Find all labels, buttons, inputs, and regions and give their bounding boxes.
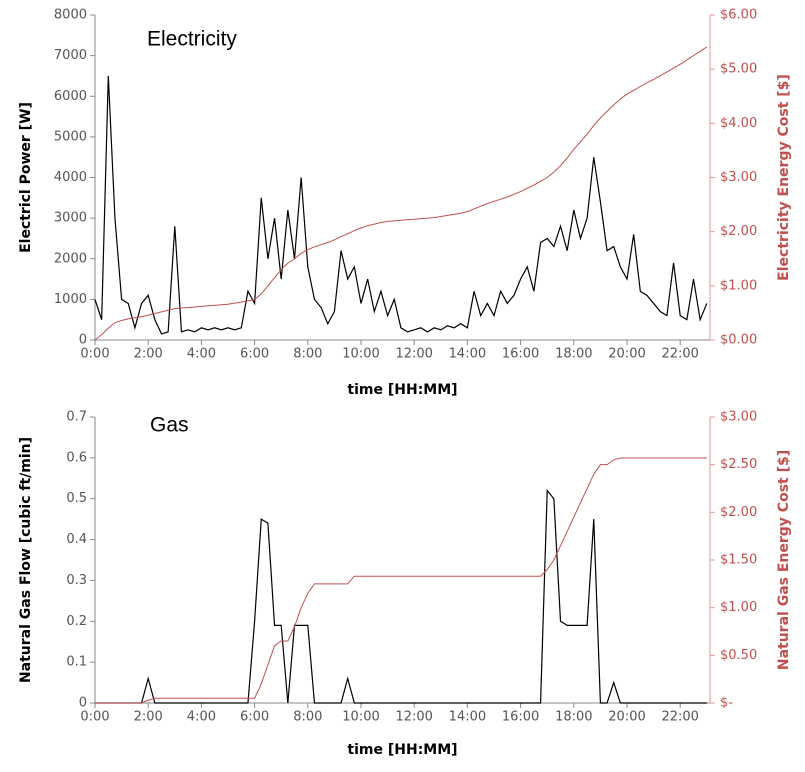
x-tick-label: 16:00	[502, 710, 539, 725]
data-line	[94, 75, 708, 335]
y2-tick-label: $2.50	[720, 457, 757, 472]
x-tick-label: 18:00	[555, 347, 592, 362]
x-tick-label: 6:00	[240, 710, 269, 725]
chart-title: Electricity	[147, 28, 237, 51]
y2-tick-label: $4.00	[720, 116, 757, 131]
x-tick-label: 18:00	[555, 710, 592, 725]
x-tick-label: 4:00	[187, 710, 216, 725]
x-tick-label: 20:00	[608, 710, 645, 725]
x-tick-label: 4:00	[187, 347, 216, 362]
x-tick-label: 2:00	[134, 347, 163, 362]
y-tick-label: 0.1	[66, 655, 87, 670]
x-tick-label: 12:00	[395, 710, 432, 725]
y-tick-label: 2000	[54, 251, 87, 266]
y-tick-label: 0.2	[66, 614, 87, 629]
y-tick-label: 0.7	[66, 410, 87, 425]
y2-tick-label: $1.00	[720, 600, 757, 615]
y-axis-label: Electricl Power [W]	[18, 102, 34, 253]
y-tick-label: 5000	[54, 129, 87, 144]
y2-tick-label: $0.00	[720, 333, 757, 348]
y2-tick-label: $1.00	[720, 278, 757, 293]
y-tick-label: 7000	[54, 48, 87, 63]
x-axis-label: time [HH:MM]	[347, 742, 457, 758]
x-tick-label: 8:00	[293, 347, 322, 362]
x-tick-label: 0:00	[80, 347, 109, 362]
y-axis-label: Natural Gas Flow [cubic ft/min]	[18, 437, 34, 683]
x-tick-label: 2:00	[134, 710, 163, 725]
y-tick-label: 0.4	[66, 532, 87, 547]
x-tick-label: 10:00	[342, 710, 379, 725]
y2-tick-label: $-	[720, 696, 733, 711]
y2-tick-label: $0.50	[720, 648, 757, 663]
chart-title: Gas	[150, 414, 189, 437]
data-line	[95, 488, 707, 704]
x-tick-label: 14:00	[449, 347, 486, 362]
x-tick-label: 22:00	[661, 710, 698, 725]
y-tick-label: 3000	[54, 211, 87, 226]
x-tick-label: 22:00	[661, 347, 698, 362]
y2-tick-label: $1.50	[720, 553, 757, 568]
y2-axis-label: Natural Gas Energy Cost [$]	[776, 450, 792, 670]
y-tick-label: 0.6	[66, 450, 87, 465]
x-tick-label: 16:00	[502, 347, 539, 362]
y-tick-label: 0.5	[66, 491, 87, 506]
y-tick-label: 0.3	[66, 573, 87, 588]
x-tick-label: 8:00	[293, 710, 322, 725]
y2-tick-label: $2.00	[720, 224, 757, 239]
y-tick-label: 0	[79, 696, 87, 711]
x-tick-label: 6:00	[240, 347, 269, 362]
y2-tick-label: $6.00	[720, 8, 757, 23]
y-tick-label: 0	[79, 333, 87, 348]
y2-tick-label: $3.00	[720, 410, 757, 425]
data-line	[95, 457, 707, 704]
y-tick-label: 1000	[54, 292, 87, 307]
x-tick-label: 20:00	[608, 347, 645, 362]
x-tick-label: 12:00	[395, 347, 432, 362]
y-tick-label: 8000	[54, 8, 87, 23]
x-tick-label: 0:00	[80, 710, 109, 725]
x-tick-label: 10:00	[342, 347, 379, 362]
y-tick-label: 4000	[54, 170, 87, 185]
y2-tick-label: $2.00	[720, 505, 757, 520]
y-tick-label: 6000	[54, 89, 87, 104]
data-line	[94, 46, 708, 341]
x-tick-label: 14:00	[449, 710, 486, 725]
y2-tick-label: $3.00	[720, 170, 757, 185]
x-axis-label: time [HH:MM]	[347, 382, 457, 398]
y2-axis-label: Electricity Energy Cost [$]	[776, 74, 792, 281]
y2-tick-label: $5.00	[720, 62, 757, 77]
